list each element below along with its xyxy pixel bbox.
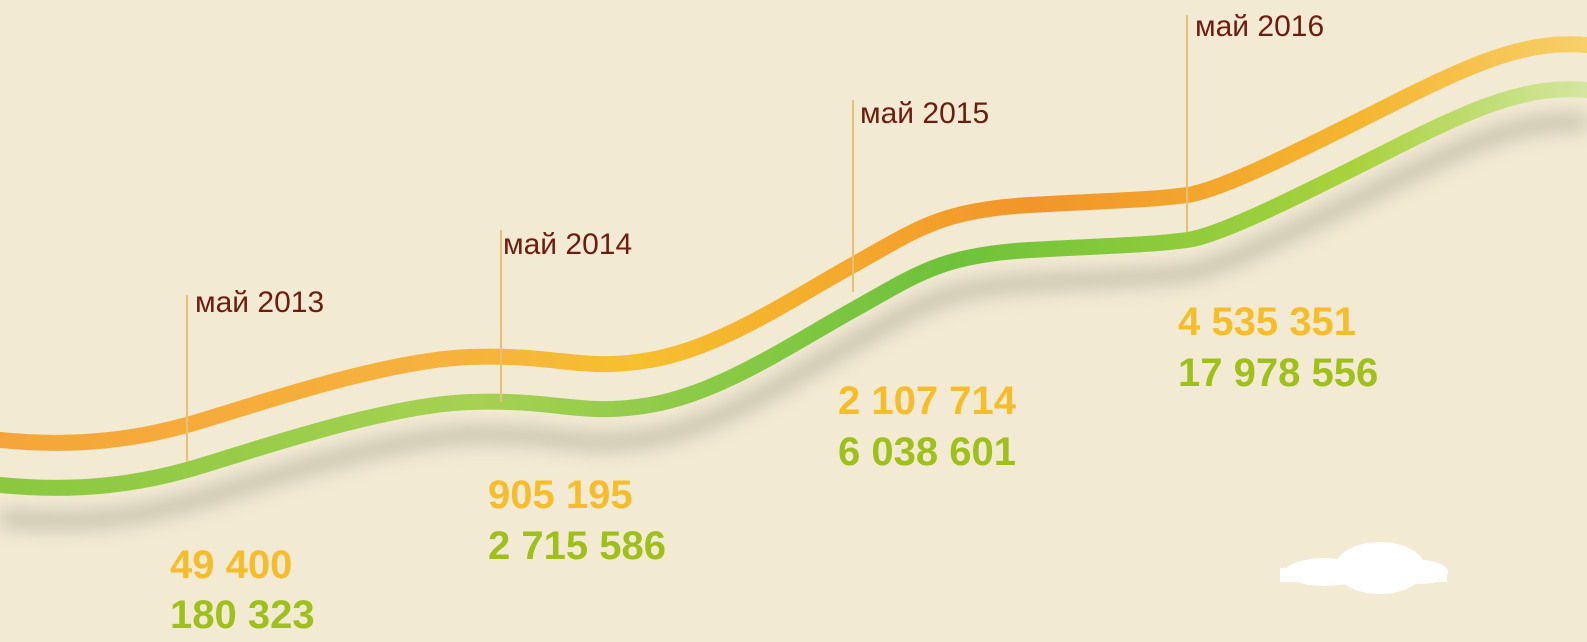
date-label: май 2014 (503, 228, 632, 261)
green-value: 6 038 601 (838, 430, 1016, 474)
decor-waves (0, 44, 1587, 521)
green-value: 180 323 (170, 593, 315, 637)
orange-value: 49 400 (170, 543, 292, 587)
green-value: 2 715 586 (488, 524, 666, 568)
date-label: май 2016 (1195, 10, 1324, 43)
date-label: май 2015 (860, 97, 989, 130)
orange-value: 4 535 351 (1178, 300, 1356, 344)
green-value: 17 978 556 (1178, 351, 1378, 395)
orange-value: 905 195 (488, 473, 633, 517)
page: май 2013 49 400 180 323 май 2014 905 195… (0, 0, 1587, 642)
infographic: май 2013 49 400 180 323 май 2014 905 195… (0, 0, 1587, 642)
cloud (1280, 542, 1448, 594)
orange-value: 2 107 714 (838, 379, 1017, 423)
date-label: май 2013 (195, 286, 324, 319)
